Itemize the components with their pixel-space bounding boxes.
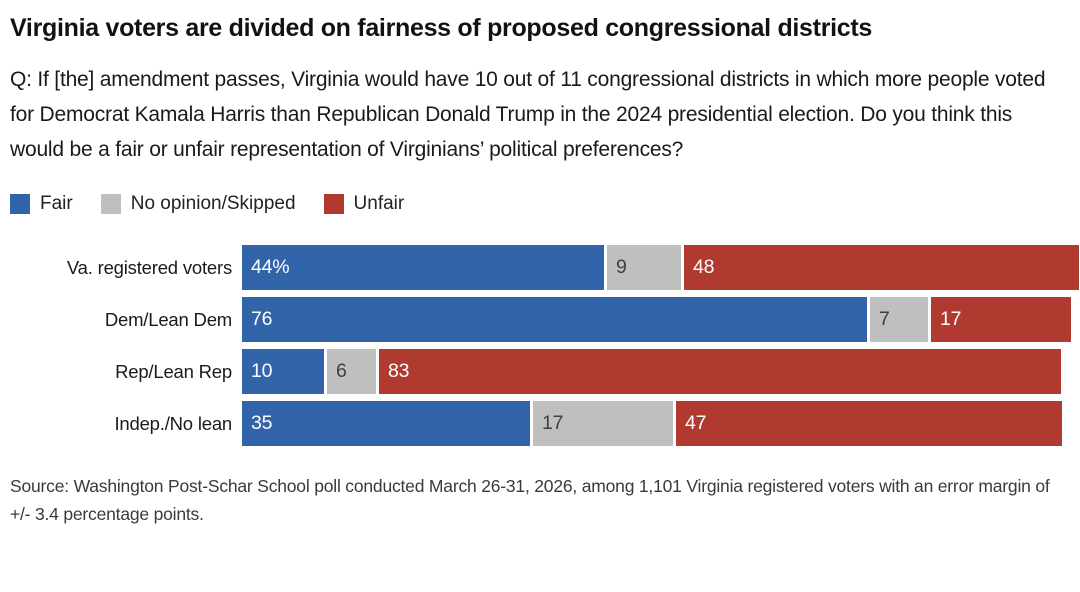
- row-label: Dem/Lean Dem: [104, 308, 232, 330]
- bar-value-label: 6: [336, 360, 347, 382]
- bar-segment-fair: 10: [242, 349, 324, 394]
- legend-swatch-no-opinion-skipped: [100, 194, 121, 214]
- bar-segment-no-opinion-skipped: 6: [327, 349, 376, 394]
- chart-row: Rep/Lean Rep 10 6 83: [10, 349, 1068, 394]
- legend-swatch-unfair: [323, 194, 344, 214]
- row-label: Va. registered voters: [66, 256, 232, 278]
- bar-segment-unfair: 83: [379, 349, 1061, 394]
- chart-row: Dem/Lean Dem 76 7 17: [10, 297, 1071, 342]
- bar-value-label: 7: [879, 308, 890, 330]
- bar-value-label: 9: [616, 256, 627, 278]
- bar-value-label: 10: [251, 360, 273, 382]
- bar-value-label: 48: [693, 256, 715, 278]
- bar-segment-fair: 76: [242, 297, 867, 342]
- bar-segment-no-opinion-skipped: 17: [533, 401, 673, 446]
- row-bars: 44% 9 48: [242, 245, 1079, 290]
- legend-label: No opinion/Skipped: [130, 193, 296, 214]
- bar-value-label: 17: [542, 412, 564, 434]
- legend-label: Fair: [40, 193, 73, 214]
- bar-value-label: 83: [388, 360, 410, 382]
- chart-row: Indep./No lean 35 17 47: [10, 401, 1068, 446]
- chart-card: Virginia voters are divided on fairness …: [10, 10, 1079, 528]
- bar-segment-fair: 44%: [242, 245, 604, 290]
- row-label: Indep./No lean: [114, 412, 232, 434]
- bar-segment-no-opinion-skipped: 7: [870, 297, 928, 342]
- stacked-bar-chart: Va. registered voters 44% 9 48 Dem/Lean Dem 7…: [10, 245, 1079, 446]
- bar-value-label: 35: [251, 412, 273, 434]
- legend-item-unfair: Unfair: [323, 193, 405, 215]
- source-note: Source: Washington Post-Schar School pol…: [10, 476, 1050, 524]
- bar-segment-fair: 35: [242, 401, 530, 446]
- bar-value-label: 17: [940, 308, 962, 330]
- bar-value-label: 44%: [251, 256, 290, 278]
- legend-swatch-fair: [10, 194, 30, 214]
- chart-title: Virginia voters are divided on fairness …: [10, 14, 872, 42]
- bar-segment-no-opinion-skipped: 9: [607, 245, 681, 290]
- bar-segment-unfair: 48: [684, 245, 1079, 290]
- row-bars: 35 17 47: [242, 401, 1062, 446]
- row-label: Rep/Lean Rep: [115, 360, 232, 382]
- bar-segment-unfair: 17: [931, 297, 1071, 342]
- chart-row: Va. registered voters 44% 9 48: [10, 245, 1079, 290]
- row-bars: 10 6 83: [242, 349, 1061, 394]
- bar-segment-unfair: 47: [676, 401, 1062, 446]
- legend: Fair No opinion/Skipped Unfair: [10, 193, 1068, 215]
- bar-value-label: 76: [251, 308, 273, 330]
- legend-item-fair: Fair: [10, 193, 73, 215]
- bar-value-label: 47: [685, 412, 707, 434]
- legend-item-no-opinion-skipped: No opinion/Skipped: [100, 193, 296, 215]
- legend-label: Unfair: [353, 193, 405, 214]
- poll-question: Q: If [the] amendment passes, Virginia w…: [10, 68, 1046, 161]
- row-bars: 76 7 17: [242, 297, 1071, 342]
